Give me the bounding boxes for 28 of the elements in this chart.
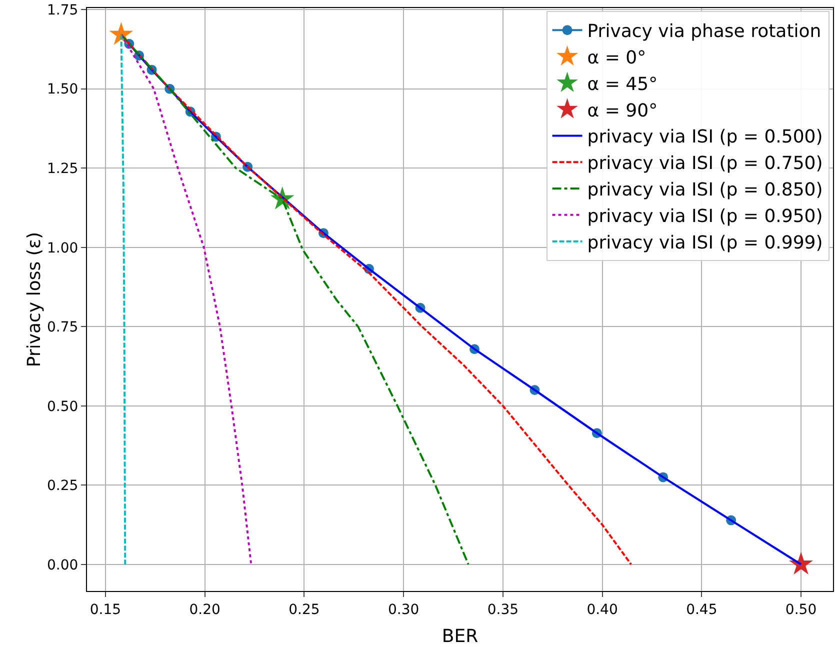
x-tick-label: 0.30 <box>388 602 420 618</box>
legend-label: privacy via ISI (p = 0.850) <box>587 180 823 201</box>
legend-label: privacy via ISI (p = 0.950) <box>587 206 823 227</box>
y-tick-label: 0.00 <box>47 557 78 574</box>
legend-label: α = 0° <box>587 48 646 69</box>
y-tick-label: 0.50 <box>47 398 78 415</box>
x-tick-label: 0.50 <box>785 602 817 618</box>
y-tick-label: 1.50 <box>47 82 78 98</box>
y-tick-label: 0.75 <box>47 320 78 336</box>
legend-label: privacy via ISI (p = 0.500) <box>587 126 823 148</box>
legend-label: α = 45° <box>587 74 658 95</box>
legend-label: α = 90° <box>587 100 658 122</box>
x-tick-label: 0.40 <box>586 602 618 618</box>
x-tick-label: 0.15 <box>90 602 122 618</box>
y-tick-label: 1.00 <box>47 240 78 256</box>
legend-label: Privacy via phase rotation <box>587 21 822 42</box>
x-tick-label: 0.20 <box>189 602 220 618</box>
y-tick-label: 1.25 <box>47 161 78 177</box>
x-tick-label: 0.45 <box>686 602 718 618</box>
y-axis-title: Privacy loss (ε) <box>24 232 46 368</box>
y-tick-label: 0.25 <box>47 478 78 494</box>
point <box>789 552 813 575</box>
legend-label: privacy via ISI (p = 0.999) <box>587 232 823 254</box>
x-tick-label: 0.25 <box>288 602 320 618</box>
legend-label: privacy via ISI (p = 0.750) <box>587 153 823 174</box>
x-axis-title: BER <box>442 626 478 647</box>
x-tick-label: 0.35 <box>487 602 519 618</box>
y-tick-label: 1.75 <box>47 2 78 18</box>
